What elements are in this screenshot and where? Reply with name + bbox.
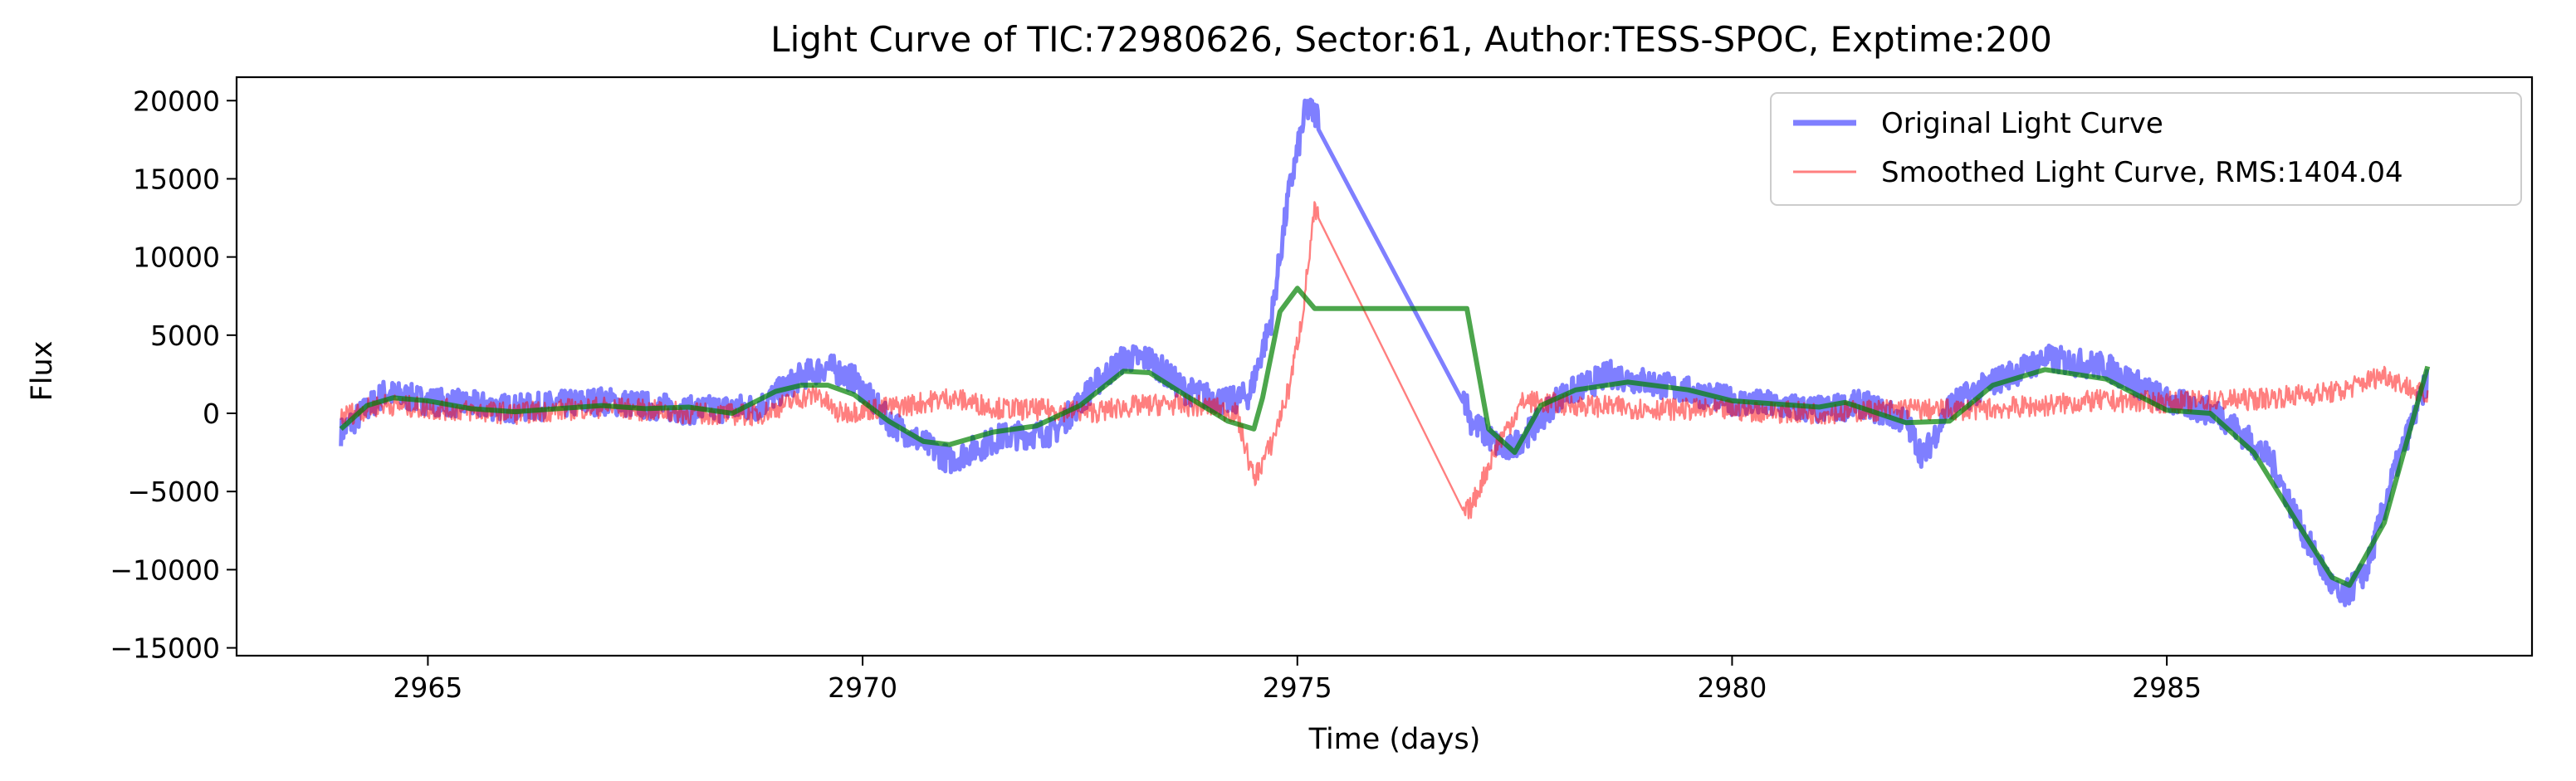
x-tick-label: 2980 [1697,671,1767,704]
legend-label-smoothed: Smoothed Light Curve, RMS:1404.04 [1881,156,2403,189]
y-tick-label: −15000 [110,632,220,665]
series-layer [339,97,2431,608]
y-tick-label: −5000 [127,476,220,508]
chart-title: Light Curve of TIC:72980626, Sector:61, … [770,19,2052,60]
y-axis: −15000 −10000 −5000 0 5000 10000 15000 20000 [110,85,237,665]
y-tick-label: −10000 [110,554,220,586]
x-tick-label: 2985 [2132,671,2202,704]
y-tick-label: 15000 [133,163,220,195]
y-tick-label: 0 [203,398,220,430]
series-line-0 [339,97,2430,608]
plot-frame [235,76,2534,657]
y-tick-label: 10000 [133,242,220,274]
x-tick-label: 2970 [828,671,897,704]
series-line-1 [340,201,2429,520]
x-axis-label: Time (days) [1308,723,1481,756]
legend: Original Light Curve Smoothed Light Curv… [1770,92,2522,206]
x-tick-label: 2965 [393,671,462,704]
x-tick-label: 2975 [1263,671,1332,704]
x-axis: 2965 2970 2975 2980 2985 [393,656,2202,704]
legend-box [1770,92,2522,206]
series-line-2 [339,286,2431,588]
y-tick-label: 5000 [150,320,220,352]
y-axis-label: Flux [26,341,59,402]
legend-label-original: Original Light Curve [1881,107,2163,140]
y-tick-label: 20000 [133,85,220,117]
